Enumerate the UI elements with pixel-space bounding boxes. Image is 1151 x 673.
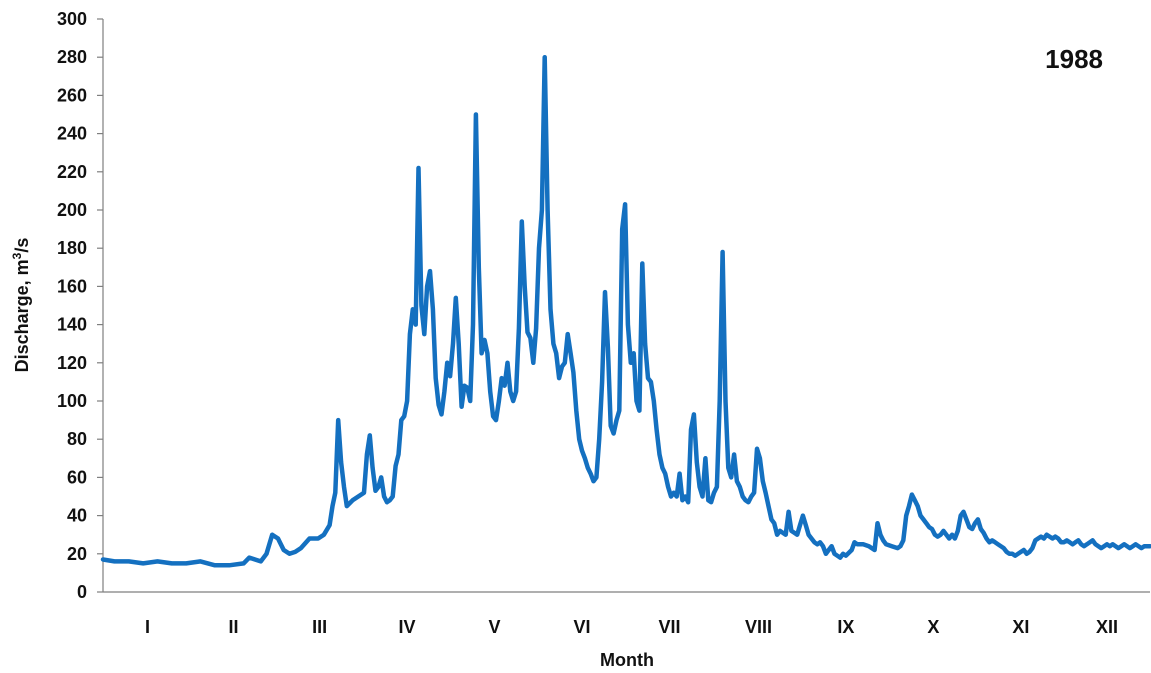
x-axis: I II III IV V VI VII VIII IX X XI XII <box>103 591 1150 637</box>
y-tick-label: 120 <box>57 353 87 373</box>
y-tick-label: 20 <box>67 544 87 564</box>
y-tick-label: 180 <box>57 238 87 258</box>
month-label: XII <box>1096 617 1118 637</box>
month-label: IX <box>837 617 854 637</box>
month-label: VI <box>574 617 591 637</box>
y-tick-label: 100 <box>57 391 87 411</box>
y-axis-title-prefix: Discharge, m <box>12 259 32 372</box>
discharge-series-line <box>100 54 1151 568</box>
year-annotation: 1988 <box>1045 44 1103 74</box>
y-tick-label: 280 <box>57 47 87 67</box>
month-label: XI <box>1012 617 1029 637</box>
y-tick-label: 200 <box>57 200 87 220</box>
y-tick-label: 140 <box>57 315 87 335</box>
y-tick-label: 60 <box>67 467 87 487</box>
month-label: III <box>312 617 327 637</box>
y-tick-label: 0 <box>77 582 87 602</box>
series-lines <box>100 54 1151 568</box>
y-tick-label: 40 <box>67 506 87 526</box>
y-tick-label: 220 <box>57 162 87 182</box>
month-label: VIII <box>745 617 772 637</box>
month-label: X <box>927 617 939 637</box>
month-label: I <box>145 617 150 637</box>
y-tick-label: 80 <box>67 429 87 449</box>
y-axis-title: Discharge, m3/s <box>10 238 32 373</box>
month-label: V <box>489 617 501 637</box>
y-tick-label: 260 <box>57 85 87 105</box>
x-axis-title: Month <box>600 650 654 670</box>
y-tick-label: 240 <box>57 124 87 144</box>
month-label: VII <box>659 617 681 637</box>
month-label: II <box>229 617 239 637</box>
y-axis-title-suffix: /s <box>12 238 32 253</box>
y-tick-label: 300 <box>57 9 87 29</box>
y-tick-label: 160 <box>57 276 87 296</box>
month-label: IV <box>399 617 416 637</box>
y-axis: 0 20 40 60 80 100 120 140 160 180 200 220 240 260 280 3… <box>57 9 104 602</box>
y-axis-title-sup: 3 <box>10 252 24 259</box>
